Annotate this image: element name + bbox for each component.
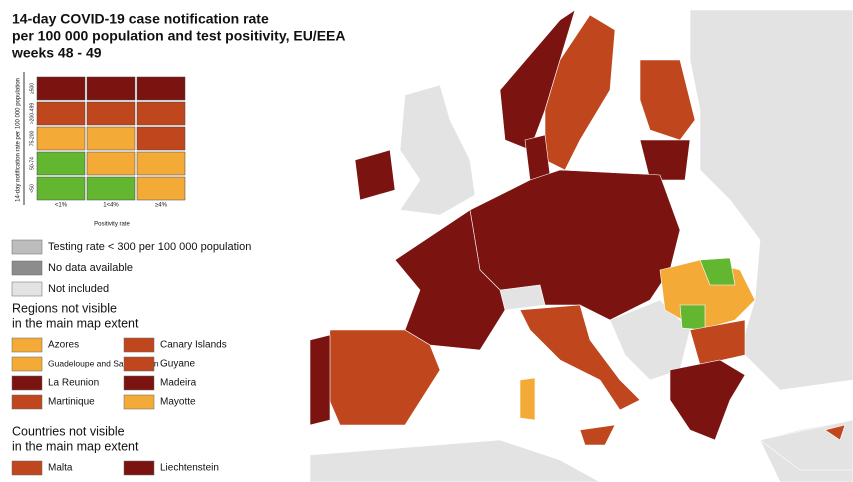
region-swatch (123, 375, 155, 391)
region-label: Malta (48, 463, 73, 474)
legend-label: No data available (48, 262, 133, 274)
legend-swatch (11, 281, 43, 297)
map (309, 9, 853, 482)
france (394, 209, 506, 351)
region-swatch (11, 356, 43, 372)
region-swatch (123, 460, 155, 476)
region-label: Liechtenstein (160, 463, 219, 474)
italy (519, 304, 641, 411)
matrix-cell (86, 151, 136, 176)
sweden (544, 14, 616, 171)
greece (669, 359, 746, 441)
x-label: 1<4% (103, 203, 119, 209)
sardinia (519, 377, 536, 421)
romania-green (699, 257, 736, 286)
region-swatch (11, 375, 43, 391)
y-label: >200-499 (29, 103, 35, 124)
legend-label: Not included (48, 283, 109, 295)
group-title: in the main map extent (12, 316, 139, 330)
region-swatch (123, 356, 155, 372)
matrix-cell (86, 76, 136, 101)
matrix-cell (136, 151, 186, 176)
y-label: 50-74 (29, 157, 35, 170)
matrix-cell (136, 101, 186, 126)
north-africa (309, 439, 601, 482)
region-label: Azores (48, 340, 79, 351)
region-swatch (123, 394, 155, 410)
matrix-cell (36, 151, 86, 176)
title-line: 14-day COVID-19 case notification rate (12, 11, 269, 27)
matrix-cell (86, 176, 136, 201)
legend-swatch (11, 260, 43, 276)
legend-swatch (11, 239, 43, 255)
y-label: <50 (29, 184, 35, 193)
matrix-cell (86, 126, 136, 151)
matrix-cell (36, 176, 86, 201)
non-eu-east (689, 9, 853, 482)
region-label: Martinique (48, 397, 95, 408)
region-label: Madeira (160, 378, 197, 389)
y-axis-label: 14-day notification rate per 100 000 pop… (16, 78, 22, 202)
matrix-cell (36, 76, 86, 101)
uk (399, 84, 476, 216)
matrix-cell (136, 176, 186, 201)
legend: 14-day COVID-19 case notification ratepe… (11, 11, 345, 476)
region-label: La Reunion (48, 378, 99, 389)
matrix-cell (136, 76, 186, 101)
sicily (579, 424, 616, 446)
central-europe (469, 169, 681, 321)
x-label: <1% (55, 203, 68, 209)
region-label: Canary Islands (160, 340, 227, 351)
x-label: ≥4% (155, 203, 168, 209)
region-swatch (11, 337, 43, 353)
group-title: Countries not visible (12, 424, 125, 438)
bulgaria (689, 319, 746, 366)
region-swatch (123, 337, 155, 353)
matrix-cell (36, 101, 86, 126)
region-label: Mayotte (160, 397, 196, 408)
region-label: Guadeloupe and Saint Martin (48, 358, 159, 368)
x-axis-label: Positivity rate (94, 222, 130, 228)
ireland (354, 149, 396, 201)
title-line: per 100 000 population and test positivi… (12, 28, 345, 44)
y-label: ≥500 (29, 83, 35, 94)
y-label: 75-200 (29, 131, 35, 147)
cyprus (824, 424, 846, 441)
group-title: in the main map extent (12, 439, 139, 453)
portugal (309, 334, 331, 426)
title-line: weeks 48 - 49 (11, 45, 102, 61)
legend-label: Testing rate < 300 per 100 000 populatio… (48, 241, 251, 253)
group-title: Regions not visible (12, 301, 117, 315)
matrix-cell (36, 126, 86, 151)
matrix-cell (136, 126, 186, 151)
region-swatch (11, 394, 43, 410)
baltics (639, 139, 691, 181)
region-swatch (11, 460, 43, 476)
region-label: Guyane (160, 359, 195, 370)
romania-green-2 (679, 304, 706, 331)
matrix-cell (86, 101, 136, 126)
